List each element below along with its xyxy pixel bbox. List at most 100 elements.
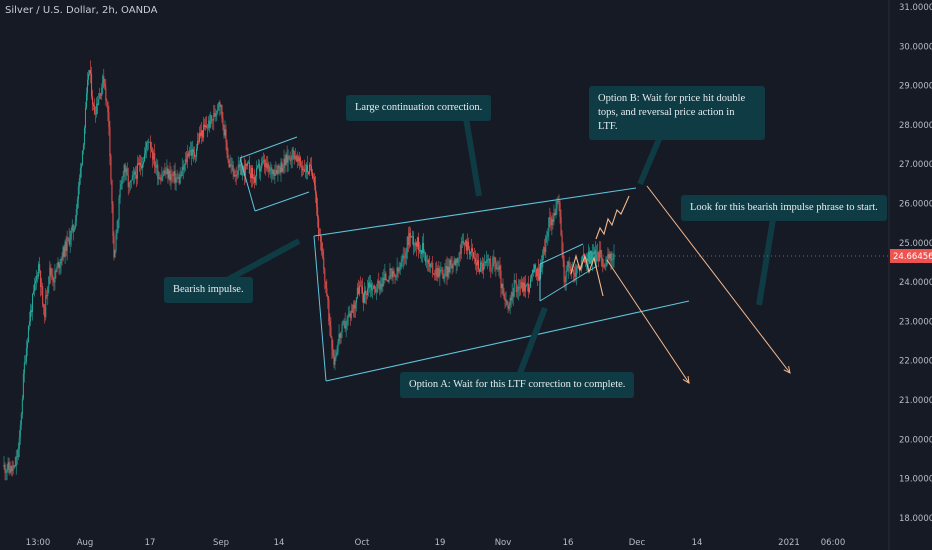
candle-body bbox=[361, 286, 363, 294]
candle-body bbox=[467, 241, 469, 250]
candle-body bbox=[173, 170, 175, 176]
candle-body bbox=[53, 280, 55, 283]
option-b-path bbox=[595, 195, 630, 240]
candle-body bbox=[561, 235, 563, 252]
x-tick-label: 14 bbox=[692, 538, 703, 548]
candle-body bbox=[457, 258, 459, 263]
candle-body bbox=[564, 281, 566, 283]
candle-body bbox=[19, 424, 21, 438]
candle-body bbox=[20, 413, 22, 425]
candle-body bbox=[181, 167, 183, 176]
candle-body bbox=[288, 156, 290, 158]
candle-body bbox=[38, 264, 40, 277]
candle-body bbox=[16, 456, 18, 458]
candle-body bbox=[277, 165, 279, 175]
candle-body bbox=[470, 248, 472, 252]
candle-body bbox=[64, 241, 66, 257]
candle-body bbox=[602, 265, 604, 267]
candle-body bbox=[570, 267, 572, 272]
candle-body bbox=[402, 255, 404, 260]
candle-body bbox=[480, 262, 482, 272]
candle-body bbox=[534, 264, 536, 273]
callout-pointer-bearish-impulse bbox=[227, 238, 301, 282]
candle-body bbox=[15, 456, 17, 467]
candle-body bbox=[70, 230, 72, 240]
candle-body bbox=[608, 254, 610, 259]
candle-body bbox=[77, 186, 79, 200]
candle-body bbox=[520, 282, 522, 289]
candle-body bbox=[3, 464, 5, 467]
candle-body bbox=[83, 128, 85, 145]
candle-body bbox=[403, 255, 405, 258]
candle-body bbox=[27, 325, 29, 343]
candle-body bbox=[498, 265, 500, 270]
candle-body bbox=[455, 258, 457, 265]
candle-body bbox=[305, 165, 307, 173]
candle-body bbox=[416, 237, 418, 247]
candle-body bbox=[538, 268, 540, 281]
y-tick-label: 19.00000 bbox=[899, 475, 932, 485]
candle-body bbox=[394, 273, 396, 277]
channel-upper-line bbox=[313, 187, 637, 237]
candle-body bbox=[598, 251, 600, 261]
candle-body bbox=[533, 269, 535, 273]
candle-body bbox=[388, 279, 390, 282]
y-tick-label: 30.00000 bbox=[899, 42, 932, 52]
candle-body bbox=[521, 282, 523, 292]
candle-body bbox=[254, 177, 256, 183]
candle-body bbox=[511, 292, 513, 301]
candle-body bbox=[8, 462, 10, 470]
channel-lower-line bbox=[325, 300, 690, 382]
y-axis[interactable]: 31.00000 30.00000 29.00000 28.00000 27.00000… bbox=[899, 3, 932, 524]
candle-body bbox=[365, 291, 367, 294]
candle-body bbox=[410, 236, 412, 238]
candle-body bbox=[93, 104, 95, 106]
candle-body bbox=[187, 153, 189, 156]
candle-body bbox=[107, 101, 109, 113]
candle-body bbox=[462, 241, 464, 244]
candle-body bbox=[385, 273, 387, 281]
candle-body bbox=[596, 254, 598, 262]
candle-body bbox=[508, 305, 510, 309]
candle-body bbox=[26, 342, 28, 348]
candle-body bbox=[119, 188, 121, 198]
candle-body bbox=[226, 142, 228, 155]
candle-body bbox=[250, 167, 252, 178]
candle-body bbox=[441, 269, 443, 271]
candle-body bbox=[311, 165, 313, 173]
candle-body bbox=[183, 165, 185, 171]
candle-body bbox=[184, 159, 186, 166]
candle-body bbox=[550, 218, 552, 226]
candle-body bbox=[606, 259, 608, 266]
candle-body bbox=[486, 259, 488, 263]
candle-body bbox=[611, 259, 613, 261]
candle-body bbox=[237, 164, 239, 175]
candle-body bbox=[193, 152, 195, 158]
x-tick-label: Dec bbox=[629, 538, 646, 548]
candle-body bbox=[450, 259, 452, 266]
candle-body bbox=[544, 247, 546, 253]
candle-body bbox=[28, 321, 30, 326]
candle-body bbox=[112, 203, 114, 237]
candle-body bbox=[24, 361, 26, 363]
candle-body bbox=[214, 113, 216, 117]
candle-body bbox=[502, 283, 504, 294]
annotation-bearish-phrase: Look for this bearish impulse phrase to … bbox=[681, 195, 887, 221]
candle-body bbox=[129, 180, 131, 183]
candle-body bbox=[58, 262, 60, 268]
candle-body bbox=[503, 293, 505, 299]
candle-body bbox=[154, 153, 156, 167]
x-axis[interactable]: 13:00 Aug 17 Sep 14 Oct 19 Nov 16 Dec 14 2021 06:00 bbox=[26, 538, 846, 548]
candle-body bbox=[529, 278, 531, 288]
candle-body bbox=[239, 163, 241, 168]
candle-body bbox=[378, 280, 380, 283]
candle-body bbox=[477, 260, 479, 266]
candle-body bbox=[507, 305, 509, 309]
candle-body bbox=[59, 264, 61, 268]
candle-body bbox=[327, 295, 329, 300]
candle-body bbox=[208, 120, 210, 128]
candle-body bbox=[431, 263, 433, 264]
candle-body bbox=[458, 252, 460, 259]
candle-body bbox=[375, 288, 377, 293]
